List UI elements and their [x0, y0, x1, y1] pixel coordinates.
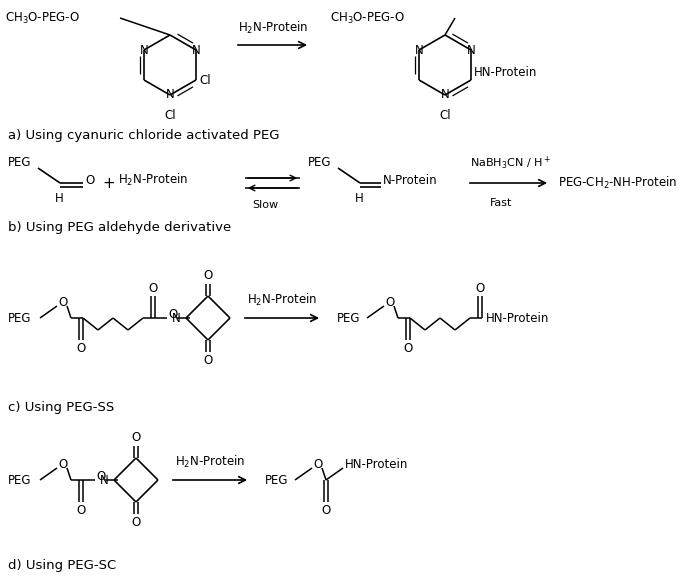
- Text: O: O: [403, 342, 412, 354]
- Text: O: O: [132, 516, 141, 529]
- Text: O: O: [148, 283, 158, 295]
- Text: N: N: [414, 43, 424, 57]
- Text: O: O: [475, 283, 484, 295]
- Text: Cl: Cl: [199, 73, 211, 87]
- Text: O: O: [321, 504, 330, 516]
- Text: CH$_3$O-PEG-O: CH$_3$O-PEG-O: [330, 10, 405, 25]
- Text: PEG: PEG: [308, 155, 332, 168]
- Text: O: O: [85, 174, 95, 188]
- Text: O: O: [168, 309, 177, 321]
- Text: O: O: [58, 297, 67, 309]
- Text: O: O: [204, 354, 213, 367]
- Text: O: O: [132, 431, 141, 444]
- Text: O: O: [204, 269, 213, 282]
- Text: N: N: [172, 312, 181, 324]
- Text: H$_2$N-Protein: H$_2$N-Protein: [247, 292, 317, 308]
- Text: Slow: Slow: [252, 200, 278, 210]
- Text: N-Protein: N-Protein: [383, 174, 438, 188]
- Text: PEG: PEG: [8, 312, 32, 324]
- Text: Cl: Cl: [439, 109, 451, 122]
- Text: PEG-CH$_2$-NH-Protein: PEG-CH$_2$-NH-Protein: [558, 175, 677, 191]
- Text: H: H: [355, 192, 364, 204]
- Text: O: O: [76, 504, 85, 516]
- Text: N: N: [192, 43, 200, 57]
- Text: H$_2$N-Protein: H$_2$N-Protein: [175, 454, 245, 470]
- Text: PEG: PEG: [8, 474, 32, 486]
- Text: NaBH$_3$CN / H$^+$: NaBH$_3$CN / H$^+$: [470, 155, 551, 171]
- Text: CH$_3$O-PEG-O: CH$_3$O-PEG-O: [5, 10, 80, 25]
- Text: +: +: [102, 175, 115, 190]
- Text: O: O: [96, 470, 105, 484]
- Text: O: O: [58, 459, 67, 471]
- Text: PEG: PEG: [265, 474, 288, 486]
- Text: a) Using cyanuric chloride activated PEG: a) Using cyanuric chloride activated PEG: [8, 129, 279, 141]
- Text: PEG: PEG: [337, 312, 360, 324]
- Text: N: N: [100, 474, 109, 486]
- Text: N: N: [166, 88, 174, 102]
- Text: HN-Protein: HN-Protein: [345, 458, 408, 470]
- Text: O: O: [385, 297, 394, 309]
- Text: H$_2$N-Protein: H$_2$N-Protein: [118, 172, 188, 188]
- Text: b) Using PEG aldehyde derivative: b) Using PEG aldehyde derivative: [8, 222, 231, 234]
- Text: O: O: [76, 342, 85, 354]
- Text: HN-Protein: HN-Protein: [474, 66, 538, 78]
- Text: PEG: PEG: [8, 155, 32, 168]
- Text: H$_2$N-Protein: H$_2$N-Protein: [238, 20, 308, 36]
- Text: c) Using PEG-SS: c) Using PEG-SS: [8, 402, 114, 414]
- Text: N: N: [139, 43, 148, 57]
- Text: N: N: [467, 43, 475, 57]
- Text: O: O: [313, 459, 322, 471]
- Text: N: N: [440, 88, 449, 102]
- Text: HN-Protein: HN-Protein: [486, 312, 550, 324]
- Text: H: H: [55, 192, 64, 204]
- Text: d) Using PEG-SC: d) Using PEG-SC: [8, 559, 116, 571]
- Text: Cl: Cl: [164, 109, 176, 122]
- Text: Fast: Fast: [490, 198, 512, 208]
